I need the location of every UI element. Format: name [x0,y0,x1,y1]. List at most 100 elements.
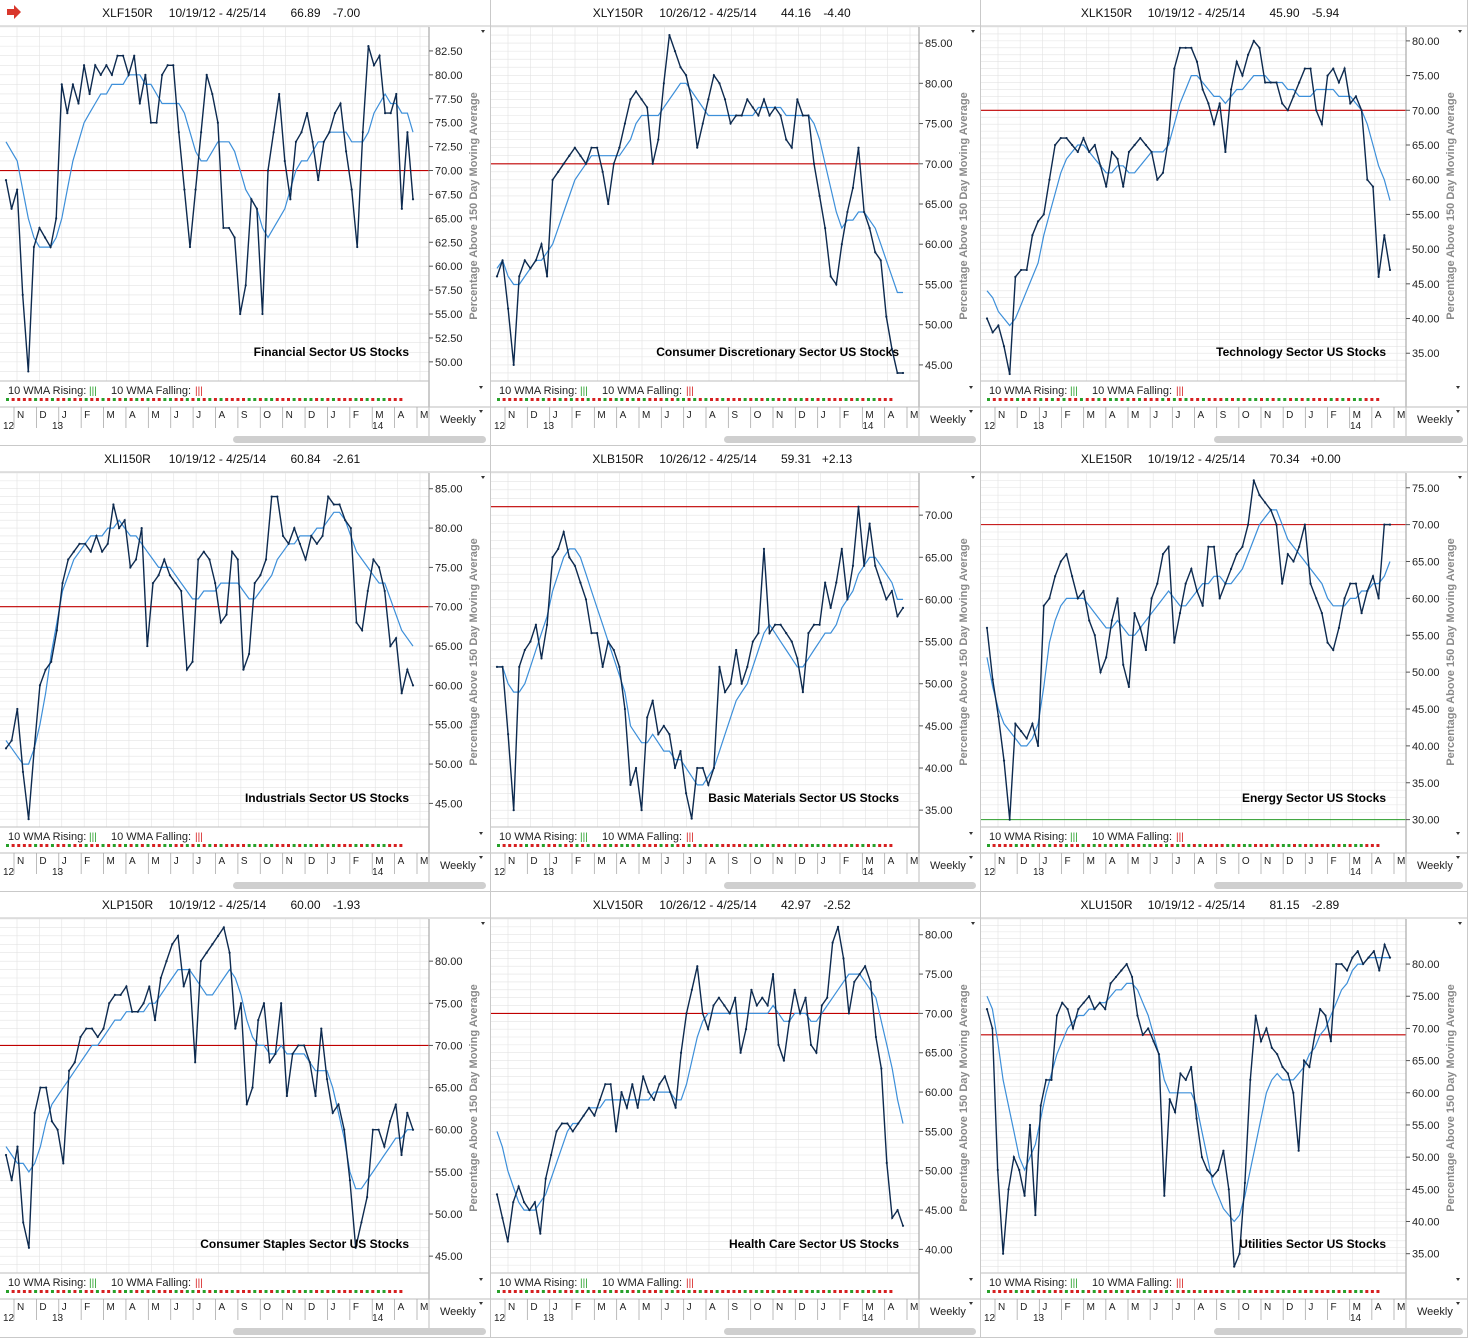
y-tick-label: 45.00 [925,1205,953,1217]
falling-dot [1304,844,1308,847]
period-label: Weekly [440,414,476,426]
data-points [4,45,415,373]
strip-menu-arrow-icon[interactable] [969,1278,973,1281]
chart-svg: XLY150R 10/26/12 - 4/25/14 44.16 -4.40Consu… [491,0,980,443]
axis-menu-arrow-icon[interactable] [971,30,975,33]
month-axis: N D J F M A M J J A S O N D J F M A M12 13 14 [494,407,918,432]
chart-panel-xli150r[interactable]: XLI150R 10/19/12 - 4/25/14 60.84 -2.61 Indus… [0,446,491,892]
month-label: O [754,1302,762,1313]
falling-dot [822,1290,826,1293]
horizontal-scrollbar[interactable] [1214,436,1463,443]
month-label: J [553,410,558,421]
period-menu-arrow-icon[interactable] [969,1302,973,1305]
period-menu-arrow-icon[interactable] [969,856,973,859]
month-label: F [843,410,849,421]
horizontal-scrollbar[interactable] [233,1328,486,1335]
chart-panel-xlu150r[interactable]: XLU150R 10/19/12 - 4/25/14 81.15 -2.89 Utili… [981,892,1468,1338]
falling-dot [225,398,229,401]
chart-panel-xlk150r[interactable]: XLK150R 10/19/12 - 4/25/14 45.90 -5.94 Techn… [981,0,1468,446]
month-label: D [530,856,537,867]
horizontal-scrollbar[interactable] [233,882,486,889]
chart-panel-xlf150r[interactable]: XLF150R 10/19/12 - 4/25/14 66.89 -7.00 Finan… [0,0,491,446]
falling-dot [536,844,540,847]
month-label: J [1308,410,1313,421]
strip-menu-arrow-icon[interactable] [479,832,483,835]
data-point [879,259,882,262]
axis-menu-arrow-icon[interactable] [971,476,975,479]
period-menu-arrow-icon[interactable] [1456,410,1460,413]
period-menu-arrow-icon[interactable] [479,856,483,859]
strip-menu-arrow-icon[interactable] [479,1278,483,1281]
strip-menu-arrow-icon[interactable] [479,386,483,389]
chart-panel-xlb150r[interactable]: XLB150R 10/26/12 - 4/25/14 59.31 +2.13 Basic… [491,446,981,892]
data-point [1329,1040,1332,1043]
period-menu-arrow-icon[interactable] [969,410,973,413]
year-label: 13 [543,1313,555,1324]
chart-panel-xle150r[interactable]: XLE150R 10/19/12 - 4/25/14 70.34 +0.00 Energ… [981,446,1468,892]
strip-menu-arrow-icon[interactable] [1456,386,1460,389]
rising-dot [609,844,613,847]
axis-menu-arrow-icon[interactable] [481,30,485,33]
strip-menu-arrow-icon[interactable] [1456,1278,1460,1281]
month-label: N [286,410,293,421]
data-point [317,178,320,182]
period-menu-arrow-icon[interactable] [479,410,483,413]
horizontal-scrollbar[interactable] [724,882,976,889]
strip-menu-arrow-icon[interactable] [1456,832,1460,835]
data-point [1139,136,1142,140]
falling-dot [1098,844,1102,847]
month-label: M [910,410,918,421]
chart-panel-xlv150r[interactable]: XLV150R 10/26/12 - 4/25/14 42.97 -2.52 Healt… [491,892,981,1338]
horizontal-scrollbar[interactable] [724,436,976,443]
data-point [529,640,532,643]
falling-dot [1348,1290,1352,1293]
falling-dot [513,844,517,847]
month-label: O [754,410,762,421]
rising-dot [1172,398,1176,401]
falling-dot [1021,398,1025,401]
y-tick-label: 77.50 [435,94,463,106]
falling-dot [1020,1290,1024,1293]
month-label: M [1131,1302,1139,1313]
rising-dot [270,398,274,401]
month-label: M [151,410,159,421]
month-label: M [1397,410,1405,421]
axis-menu-arrow-icon[interactable] [481,476,485,479]
horizontal-scrollbar[interactable] [1214,882,1463,889]
falling-dot [530,844,534,847]
period-menu-arrow-icon[interactable] [1456,856,1460,859]
axis-menu-arrow-icon[interactable] [481,922,485,925]
y-tick-label: 50.00 [1412,1152,1440,1164]
data-point [755,1004,758,1007]
period-menu-arrow-icon[interactable] [479,1302,483,1305]
axis-menu-arrow-icon[interactable] [1458,476,1462,479]
chart-panel-xly150r[interactable]: XLY150R 10/26/12 - 4/25/14 44.16 -4.40 Consu… [491,0,981,446]
data-point [1116,597,1119,600]
month-label: D [1286,856,1293,867]
y-tick-label: 40.00 [925,1244,953,1256]
strip-menu-arrow-icon[interactable] [969,386,973,389]
falling-dot [107,398,111,401]
horizontal-scrollbar[interactable] [1214,1328,1463,1335]
data-point [222,926,225,929]
axis-menu-arrow-icon[interactable] [1458,30,1462,33]
axis-menu-arrow-icon[interactable] [1458,922,1462,925]
horizontal-scrollbar[interactable] [724,1328,976,1335]
y-tick-label: 65.00 [925,1048,953,1060]
period-menu-arrow-icon[interactable] [1456,1302,1460,1305]
data-point [366,1196,369,1199]
data-point [259,574,262,577]
rising-dot [174,1290,178,1293]
chart-panel-xlp150r[interactable]: XLP150R 10/19/12 - 4/25/14 60.00 -1.93 Consu… [0,892,491,1338]
data-point [1360,612,1363,615]
falling-dot [399,398,403,401]
axis-menu-arrow-icon[interactable] [971,922,975,925]
rising-dot [1359,844,1363,847]
horizontal-scrollbar[interactable] [233,436,486,443]
month-axis: N D J F M A M J J A S O N D J F M A M12 13 14 [3,407,428,432]
strip-menu-arrow-icon[interactable] [969,832,973,835]
falling-dot [236,844,240,847]
red-arrow-icon[interactable] [7,5,21,19]
data-point [707,783,710,786]
data-point [801,114,804,117]
